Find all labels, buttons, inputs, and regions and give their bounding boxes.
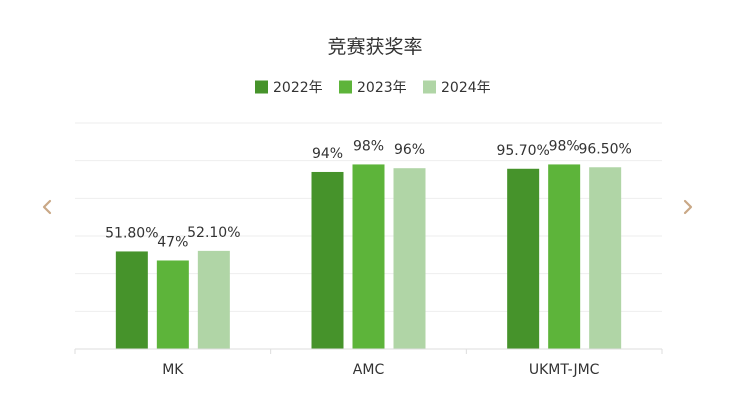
- prev-button[interactable]: [33, 193, 61, 221]
- legend-label: 2023年: [357, 80, 407, 96]
- bar[interactable]: [393, 168, 426, 349]
- data-label: 51.80%: [105, 225, 158, 241]
- bar[interactable]: [197, 250, 230, 349]
- data-label: 52.10%: [187, 225, 240, 241]
- data-label: 94%: [312, 146, 343, 162]
- bar[interactable]: [115, 251, 148, 349]
- bar[interactable]: [352, 164, 385, 349]
- data-label: 96%: [394, 142, 425, 158]
- bars: [115, 164, 622, 349]
- chevron-right-icon: [683, 199, 693, 215]
- x-tick-label: AMC: [353, 362, 385, 378]
- legend-item[interactable]: 2022年: [255, 80, 323, 96]
- data-label: 47%: [157, 234, 188, 250]
- bar[interactable]: [589, 167, 622, 349]
- data-label: 95.70%: [496, 143, 549, 159]
- legend-label: 2024年: [441, 80, 491, 96]
- value-labels: 51.80%47%52.10%94% 98% 96% 95.70%98%96.50%: [105, 138, 632, 250]
- x-tick-label: MK: [162, 362, 184, 378]
- legend-swatch: [339, 80, 352, 94]
- next-button[interactable]: [674, 193, 702, 221]
- legend-swatch: [255, 80, 268, 94]
- legend[interactable]: 2022年 2023年 2024年: [255, 80, 491, 96]
- legend-label: 2022年: [273, 80, 323, 96]
- bar[interactable]: [548, 164, 581, 349]
- data-label: 96.50%: [578, 141, 631, 157]
- legend-swatch: [423, 80, 436, 94]
- bar[interactable]: [507, 168, 540, 349]
- chart-title: 竞赛获奖率: [327, 36, 422, 58]
- data-label: 98%: [353, 138, 384, 154]
- bar[interactable]: [311, 171, 344, 349]
- legend-item[interactable]: 2024年: [423, 80, 491, 96]
- legend-item[interactable]: 2023年: [339, 80, 407, 96]
- data-label: 98%: [549, 138, 580, 154]
- bar[interactable]: [156, 260, 189, 349]
- chevron-left-icon: [42, 199, 52, 215]
- x-axis: MK AMC UKMT-JMC: [74, 348, 663, 378]
- x-tick-label: UKMT-JMC: [529, 362, 600, 378]
